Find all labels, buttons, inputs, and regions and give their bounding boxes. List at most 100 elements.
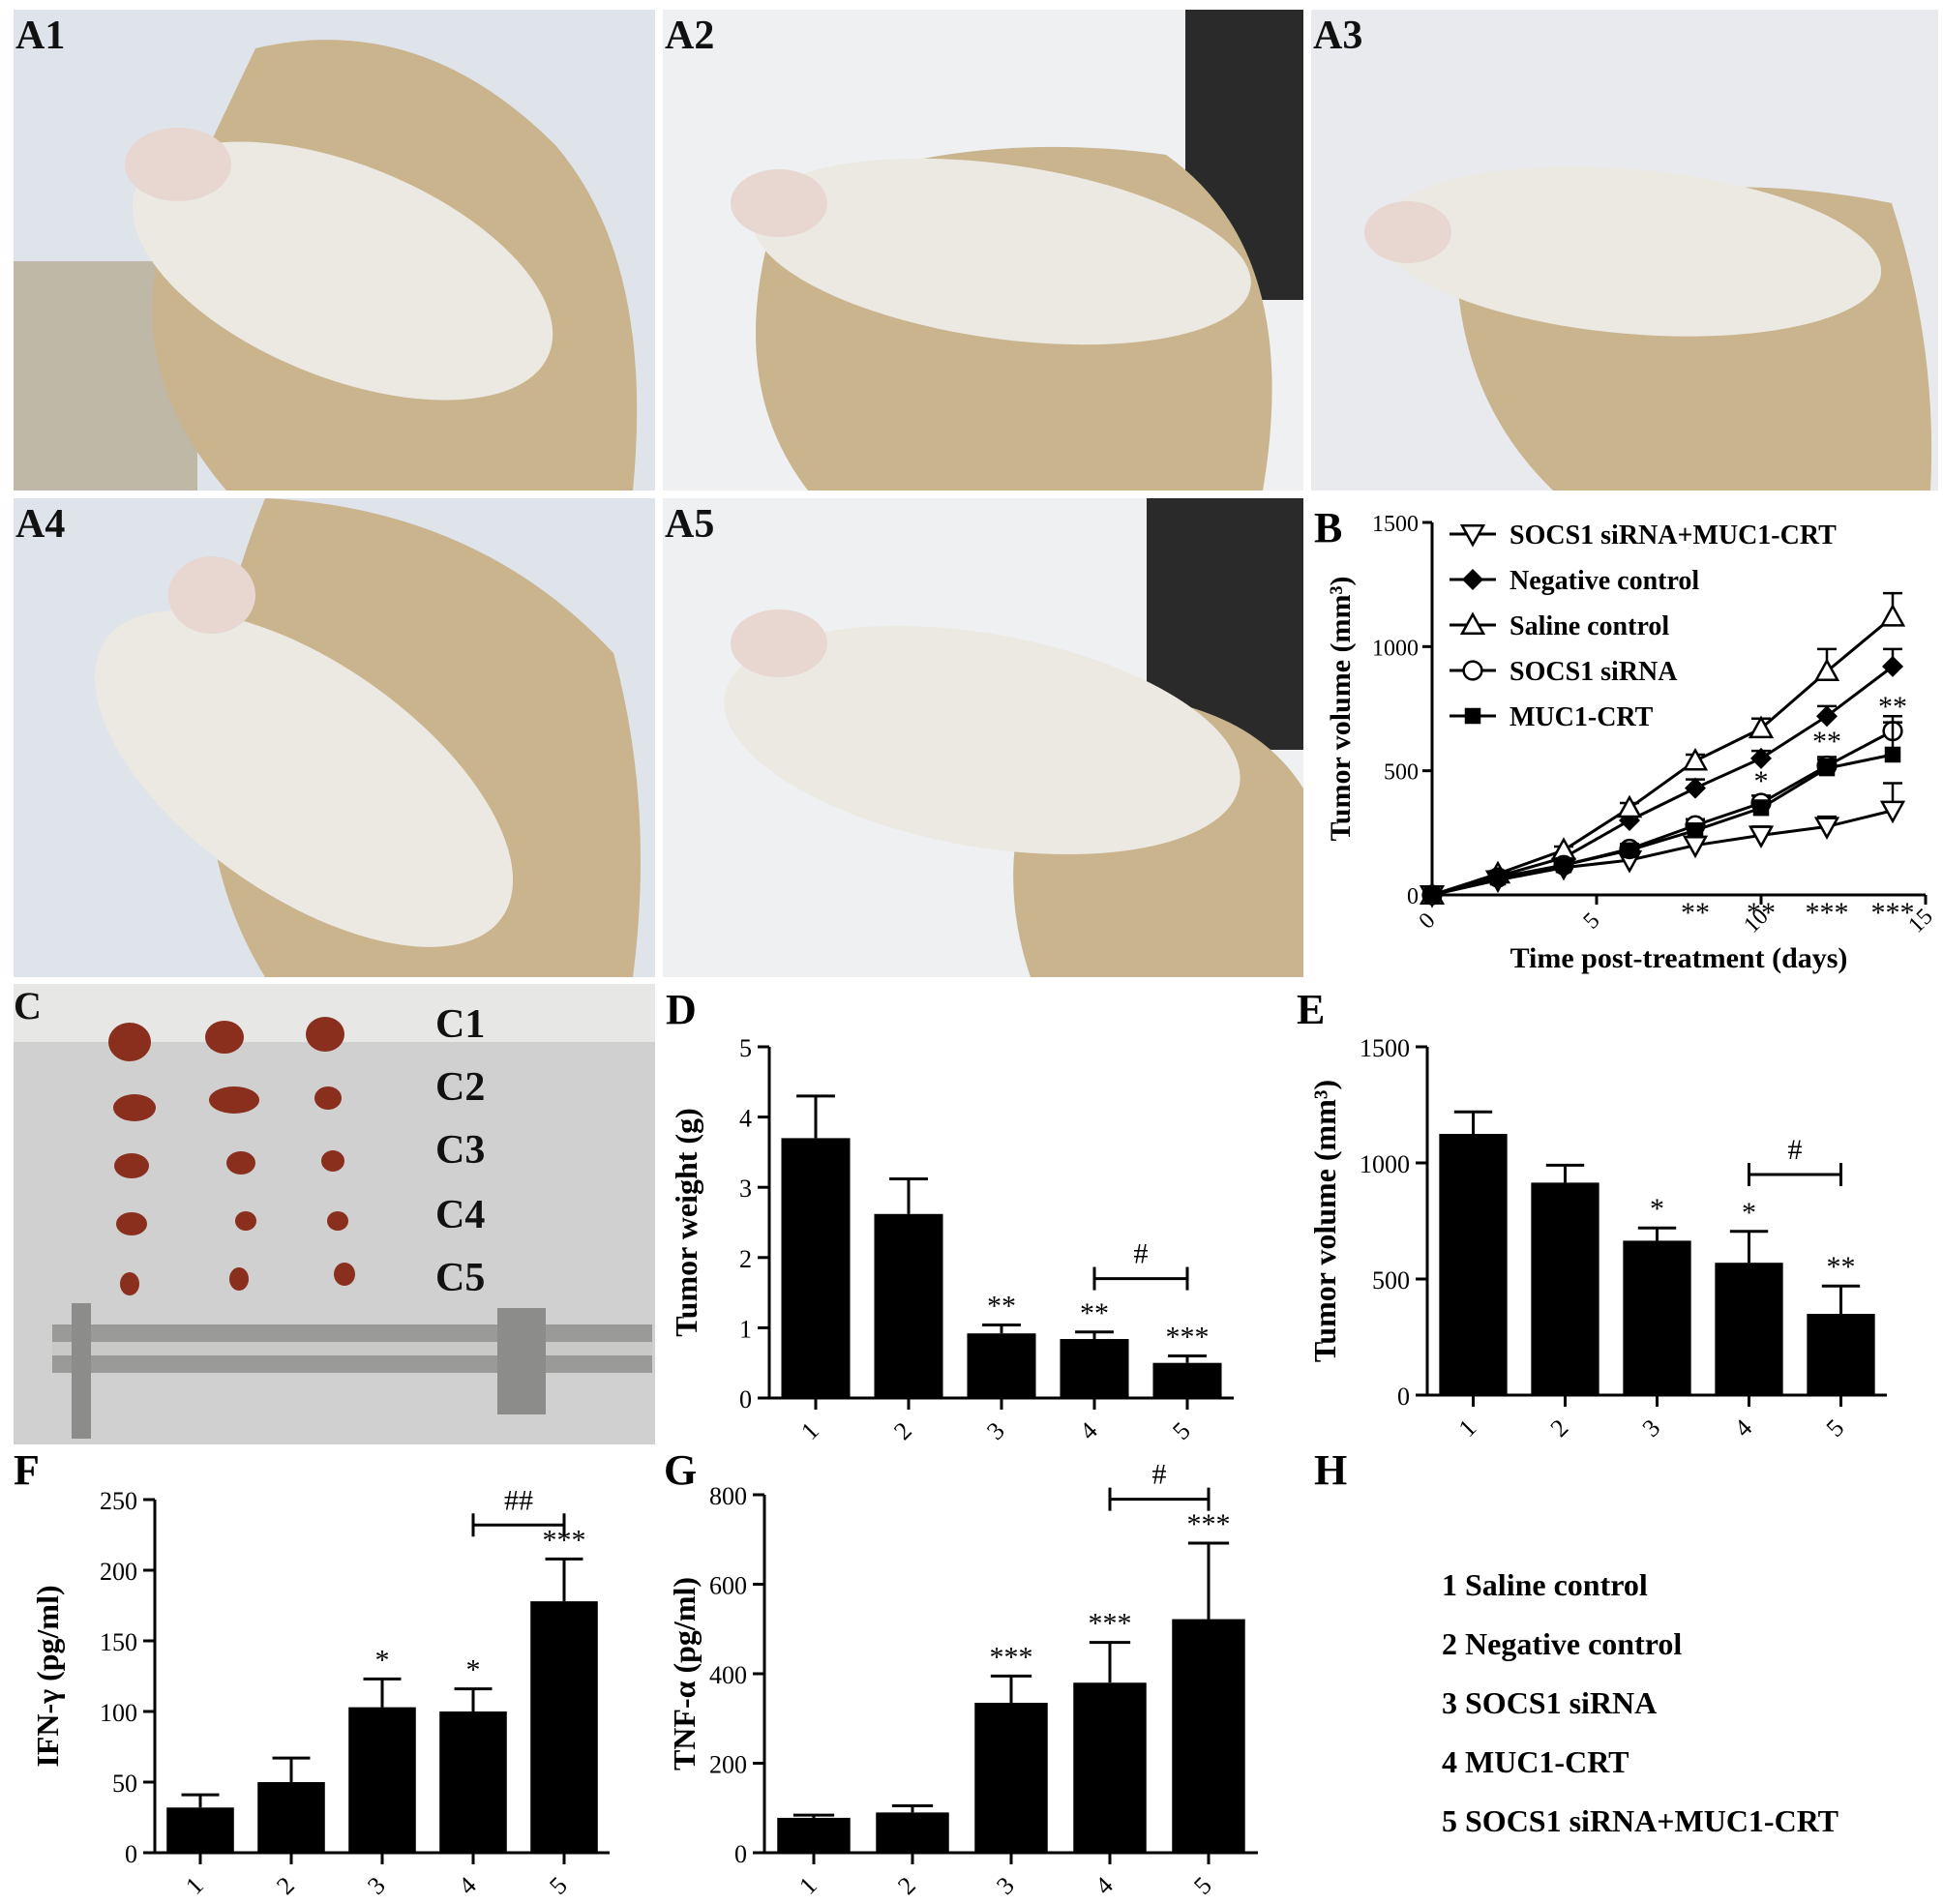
chart-b-tumor-growth: 0 500 1000 1500 0 5 10 15 Tumor volume (mm³) Time… [1306, 503, 1940, 982]
y-tick-label: 1500 [1372, 512, 1419, 537]
bar [1715, 1263, 1783, 1395]
group-legend-item-4: 4 MUC1-CRT [1442, 1744, 1629, 1779]
panel-letter-g: G [664, 1446, 698, 1494]
marker [1813, 658, 1840, 682]
marker [1884, 746, 1901, 763]
marker [1879, 800, 1906, 824]
legend-label: SOCS1 siRNA+MUC1-CRT [1510, 521, 1837, 550]
significance-label: * [1754, 765, 1769, 797]
significance-label: *** [1187, 1508, 1231, 1540]
panel-letter-e: E [1297, 986, 1326, 1033]
y-tick-label: 100 [100, 1699, 137, 1727]
caliper-row-c2: C2 [435, 1065, 486, 1110]
photo-a4 [14, 498, 655, 977]
photo-label-a5: A5 [665, 502, 715, 547]
y-tick-label: 0 [734, 1840, 747, 1868]
series-0 [1419, 782, 1906, 908]
marker [1462, 660, 1483, 681]
y-tick-label: 800 [709, 1482, 747, 1510]
x-tick-label: 3 [991, 1871, 1020, 1900]
x-tick-label: 4 [1074, 1416, 1103, 1445]
photo-a5 [663, 498, 1303, 977]
y-tick-label: 4 [739, 1105, 752, 1133]
chart-d-tumor-weight: 0 1 2 3 4 5 Tumor weight (g) 1 2 ** 3 ** 4 *** 5 # [658, 987, 1287, 1446]
group-legend-item-5: 5 SOCS1 siRNA+MUC1-CRT [1442, 1803, 1839, 1838]
significance-label: ** [1827, 1251, 1856, 1283]
photo-c-tumors [14, 984, 655, 1444]
significance-label: ** [987, 1290, 1016, 1322]
marker [1616, 794, 1643, 818]
legend-label: Negative control [1510, 566, 1699, 596]
significance-label: *** [1166, 1321, 1210, 1353]
y-tick-label: 1500 [1360, 1034, 1410, 1062]
x-tick-label: 5 [1579, 908, 1605, 935]
marker [1813, 817, 1840, 840]
y-tick-label: 0 [739, 1385, 752, 1413]
bar [974, 1703, 1048, 1853]
y-axis-label: TNF-α (pg/ml) [667, 1577, 702, 1770]
photo-label-a3: A3 [1313, 14, 1363, 58]
y-tick-label: 150 [100, 1628, 137, 1656]
bracket-label: # [1788, 1134, 1803, 1166]
y-tick-label: 500 [1372, 1266, 1410, 1294]
y-tick-label: 1000 [1372, 636, 1419, 661]
y-tick-label: 0 [1397, 1383, 1410, 1411]
marker [1459, 611, 1486, 636]
y-axis-label: Tumor weight (g) [669, 1108, 703, 1336]
chart-g-tnf-alpha: 0 200 400 600 800 TNF-α (pg/ml) 1 2 *** 3 *** 4 *** 5… [658, 1446, 1306, 1901]
y-tick-label: 200 [709, 1751, 747, 1779]
marker [1423, 886, 1441, 904]
bar [777, 1817, 851, 1853]
x-tick-label: 2 [892, 1871, 921, 1900]
photo-label-c: C [14, 984, 42, 1027]
y-tick-label: 600 [709, 1572, 747, 1600]
x-tick-label: 4 [453, 1871, 482, 1900]
y-tick-label: 5 [739, 1034, 752, 1062]
bar [1073, 1682, 1147, 1853]
significance-label: *** [1089, 1608, 1132, 1640]
caliper-row-c5: C5 [435, 1256, 486, 1300]
group-legend: 1 Saline control 2 Negative control 3 SO… [1442, 1567, 1838, 1862]
x-tick-label: 2 [1545, 1413, 1574, 1443]
x-tick-label: 1 [793, 1871, 822, 1900]
series-line [1431, 753, 1894, 897]
group-legend-item-2: 2 Negative control [1442, 1626, 1683, 1661]
x-tick-label: 1 [795, 1416, 824, 1445]
y-tick-label: 2 [739, 1245, 752, 1273]
panel-letter-d: D [666, 986, 697, 1033]
bar [876, 1812, 949, 1853]
panel-letter-b: B [1314, 504, 1343, 551]
significance-label: * [466, 1654, 481, 1686]
x-tick-label: 5 [1167, 1416, 1196, 1445]
series-1 [1421, 647, 1903, 906]
marker [1489, 869, 1507, 886]
series-4 [1423, 721, 1902, 904]
series-line [1431, 665, 1894, 897]
x-tick-label: 3 [1637, 1413, 1666, 1443]
y-tick-label: 250 [100, 1487, 137, 1515]
marker [1621, 842, 1638, 859]
marker [1748, 715, 1775, 739]
y-axis-label: Tumor volume (mm³) [1325, 577, 1357, 842]
significance-label: ** [1747, 897, 1776, 929]
caliper-row-c1: C1 [435, 1002, 486, 1047]
legend-label: Saline control [1510, 611, 1669, 641]
bracket-label: # [1152, 1459, 1167, 1491]
x-tick-label: 5 [1821, 1413, 1850, 1443]
legend-label: SOCS1 siRNA [1510, 657, 1678, 687]
bar [874, 1213, 943, 1398]
x-tick-label: 4 [1090, 1871, 1119, 1900]
x-tick-label: 0 [1415, 908, 1441, 935]
marker [1818, 759, 1836, 777]
caliper-row-c4: C4 [435, 1193, 486, 1237]
y-tick-label: 0 [1407, 884, 1419, 909]
marker [1750, 747, 1772, 769]
caliper-row-c3: C3 [435, 1128, 486, 1173]
chart-f-ifn-gamma: 0 50 100 150 200 250 IFN-γ (pg/ml) 1 2 * 3 * 4 *** 5 ## [0, 1446, 658, 1901]
marker [1879, 603, 1906, 627]
significance-label: ** [1080, 1297, 1109, 1329]
bar [1172, 1619, 1245, 1853]
y-axis-label: Tumor volume (mm³) [1307, 1080, 1342, 1362]
bar [781, 1138, 851, 1398]
marker [1464, 707, 1481, 725]
